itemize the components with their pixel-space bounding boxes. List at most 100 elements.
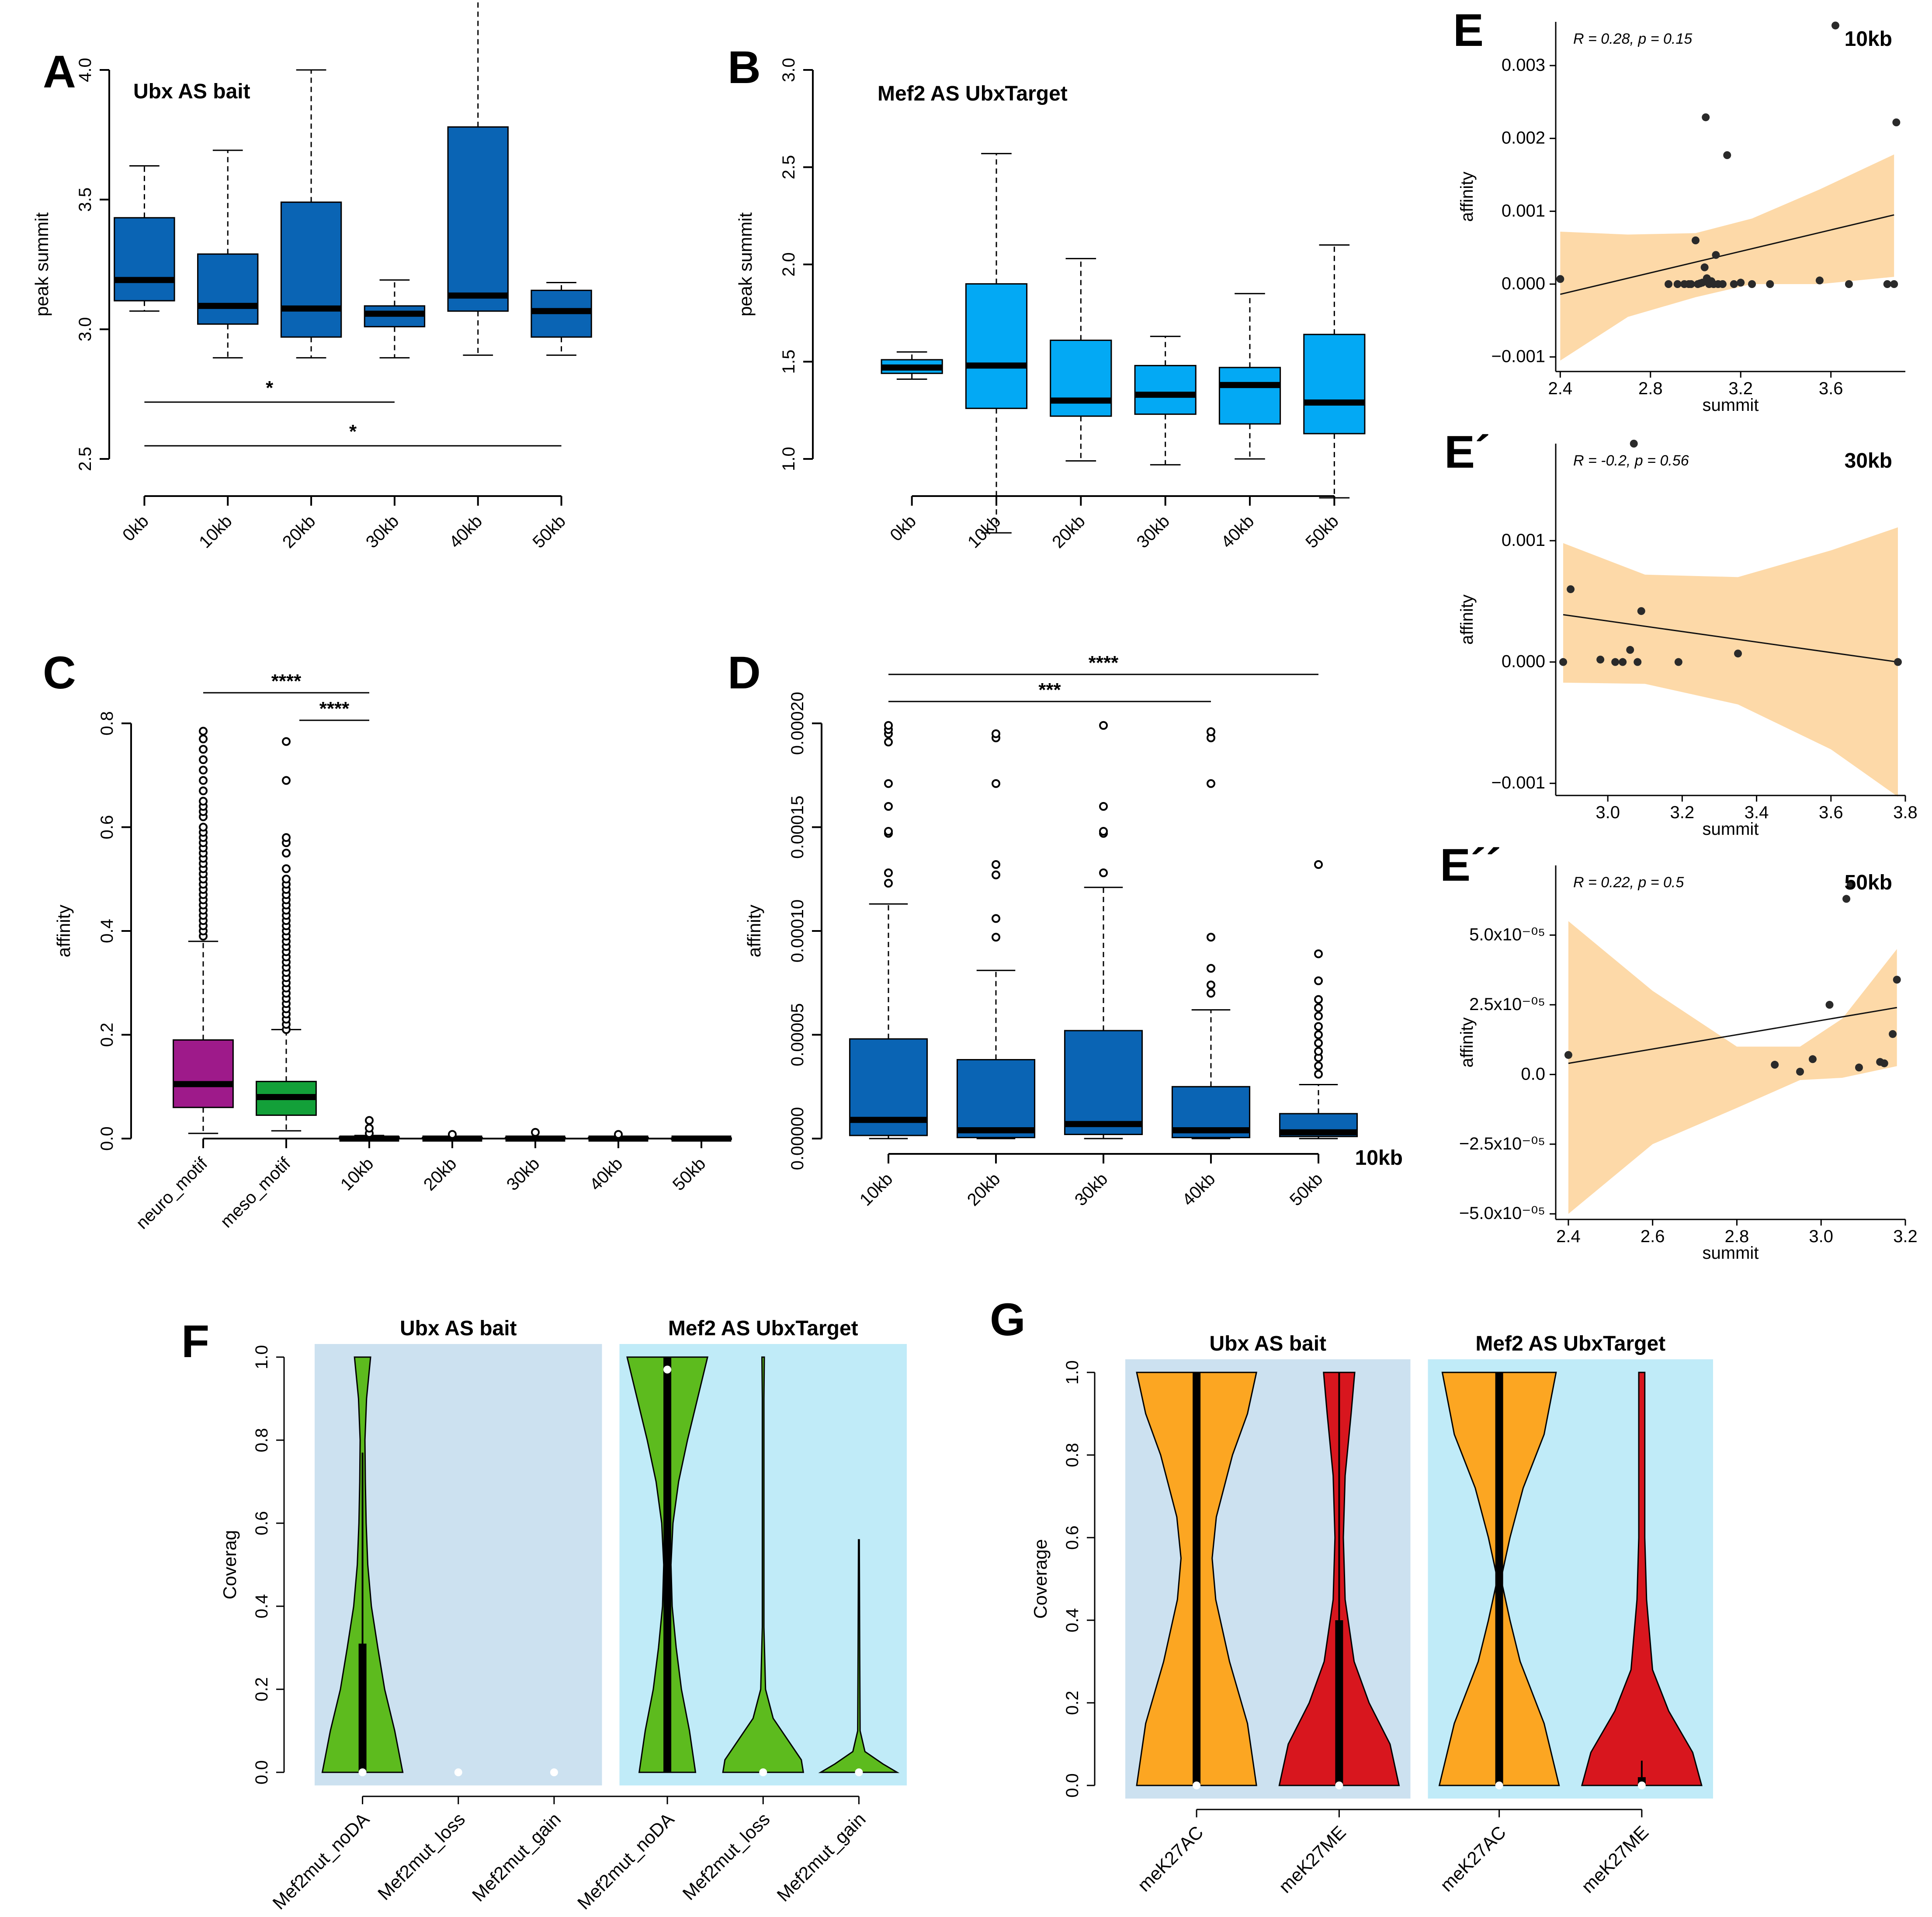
x-tick-label-E1: 3.2 xyxy=(1670,803,1695,822)
panel-D: 0.00000 0.00005 0.00010 0.00015 0.00020 affin… xyxy=(744,652,1403,1210)
confidence-band xyxy=(1563,527,1898,797)
y-tick-label-C: 0.6 xyxy=(97,815,117,840)
x-tick-label-E2: 3.0 xyxy=(1809,1227,1833,1246)
x-tick-label-D: 30kb xyxy=(1071,1169,1111,1209)
x-tick-label-E2: 2.4 xyxy=(1556,1227,1581,1246)
y-tick-label-F: 0.4 xyxy=(252,1594,271,1618)
panel-E2: −5.0x10⁻⁰⁵ −2.5x10⁻⁰⁵ 0.0 2.5x10⁻⁰⁵ 5.0x10⁻⁰… xyxy=(1457,865,1918,1263)
outlier-point xyxy=(1314,1047,1323,1056)
confidence-band xyxy=(1560,154,1894,361)
x-tick-label-E1: 3.0 xyxy=(1596,803,1620,822)
scatter-point xyxy=(1556,275,1564,283)
y-axis-label-C: affinity xyxy=(53,905,74,958)
outlier-point xyxy=(1314,1022,1323,1031)
scatter-point xyxy=(1737,278,1745,287)
x-tick-label-F: Mef2mut_loss xyxy=(374,1809,469,1904)
y-tick-label-G: 0.6 xyxy=(1063,1525,1082,1550)
y-tick-label-E: 0.003 xyxy=(1502,56,1545,75)
outlier-point xyxy=(1314,860,1323,869)
outlier-point xyxy=(448,1130,457,1139)
significance-label: **** xyxy=(271,670,302,692)
scatter-point xyxy=(1630,440,1638,448)
scatter-point xyxy=(1637,607,1645,615)
scatter-point xyxy=(1687,280,1695,288)
outlier-point xyxy=(884,879,893,888)
significance-label: **** xyxy=(1089,652,1119,674)
violin-median xyxy=(855,1768,863,1776)
violin-median xyxy=(663,1365,672,1374)
x-tick-label-G: meK27AC xyxy=(1436,1822,1510,1896)
x-tick-label-D: 10kb xyxy=(856,1169,896,1209)
violin-median xyxy=(759,1768,767,1776)
y-tick-label-C: 0.2 xyxy=(97,1023,117,1047)
scatter-point xyxy=(1730,280,1738,288)
outlier-point xyxy=(282,864,291,873)
x-axis-label-E2: summit xyxy=(1703,1243,1759,1263)
x-tick-label-B: 40kb xyxy=(1217,511,1258,552)
scatter-point xyxy=(1796,1067,1804,1076)
corner-label-E: 10kb xyxy=(1845,28,1892,51)
panel-label-C: C xyxy=(43,647,76,698)
x-tick-label-E1: 3.6 xyxy=(1819,803,1843,822)
x-tick-label-B: 50kb xyxy=(1302,511,1342,552)
x-tick-label-F: Mef2mut_noDA xyxy=(573,1809,678,1914)
outlier-point xyxy=(1314,1061,1323,1070)
panel-label-E: E xyxy=(1453,5,1484,56)
scatter-point xyxy=(1626,646,1634,654)
outlier-point xyxy=(282,737,291,746)
x-tick-label-E1: 3.8 xyxy=(1893,803,1918,822)
box-20kb xyxy=(280,201,342,338)
violin-median xyxy=(1335,1782,1343,1789)
y-tick-label-F: 1.0 xyxy=(252,1345,271,1369)
x-tick-label-A: 50kb xyxy=(529,511,569,552)
box-50kb xyxy=(1303,333,1366,434)
scatter-point xyxy=(1855,1063,1863,1072)
y-tick-label-B: 1.0 xyxy=(779,447,798,471)
x-tick-label-C: 20kb xyxy=(420,1154,460,1194)
y-axis-label-E: affinity xyxy=(1457,172,1477,222)
panel-B: Mef2 AS UbxTarget 1.0 1.5 2.0 2.5 3.0 peak sum… xyxy=(735,58,1366,552)
x-tick-label-B: 30kb xyxy=(1133,511,1173,552)
y-axis-label-E1: affinity xyxy=(1457,594,1477,645)
violin-iqr xyxy=(1193,1372,1201,1785)
y-tick-label-D: 0.00015 xyxy=(788,795,807,859)
scatter-point xyxy=(1692,236,1700,244)
x-tick-label-A: 10kb xyxy=(195,511,236,552)
scatter-point xyxy=(1883,280,1891,288)
x-tick-label-C: neuro_motif xyxy=(132,1154,212,1233)
scatter-point xyxy=(1815,276,1824,285)
y-tick-label-G: 0.4 xyxy=(1063,1608,1082,1632)
x-tick-label-C: 40kb xyxy=(586,1154,626,1194)
outlier-point xyxy=(884,779,893,788)
group-title: Ubx AS bait xyxy=(400,1317,517,1340)
box-0kb xyxy=(114,217,175,302)
x-tick-label-F: Mef2mut_loss xyxy=(679,1809,774,1904)
box-10kb xyxy=(197,253,259,325)
regression-line xyxy=(1563,614,1898,663)
scatter-point xyxy=(1559,658,1568,666)
scatter-point xyxy=(1846,881,1855,889)
panel-A: Ubx AS bait 2.5 3.0 3.5 4.0 peak summit 0kb 10k… xyxy=(31,0,592,552)
y-tick-label-A: 4.0 xyxy=(76,58,95,82)
violin-Mef2mut_gain xyxy=(818,1539,900,1773)
x-tick-label-D: 50kb xyxy=(1286,1169,1326,1209)
scatter-point xyxy=(1845,280,1853,288)
y-tick-label-E: 0.000 xyxy=(1502,274,1545,293)
outlier-point xyxy=(282,776,291,785)
outlier-point xyxy=(1314,1011,1323,1021)
x-tick-label-C: meso_motif xyxy=(217,1154,295,1232)
violin-median xyxy=(1637,1782,1646,1789)
x-tick-label-D: 20kb xyxy=(964,1169,1004,1209)
violin-Mef2mut_loss xyxy=(722,1356,805,1773)
outlier-point xyxy=(884,721,893,730)
x-tick-label-E: 2.8 xyxy=(1638,379,1663,398)
significance-label: * xyxy=(266,377,274,399)
y-tick-label-G: 0.2 xyxy=(1063,1691,1082,1715)
y-tick-label-E1: −0.001 xyxy=(1491,773,1545,792)
outlier-point xyxy=(1099,868,1108,877)
panel-label-E1: E´ xyxy=(1444,427,1490,478)
outlier-point xyxy=(199,765,208,774)
scatter-point xyxy=(1748,280,1756,288)
y-tick-label-G: 1.0 xyxy=(1063,1360,1082,1385)
